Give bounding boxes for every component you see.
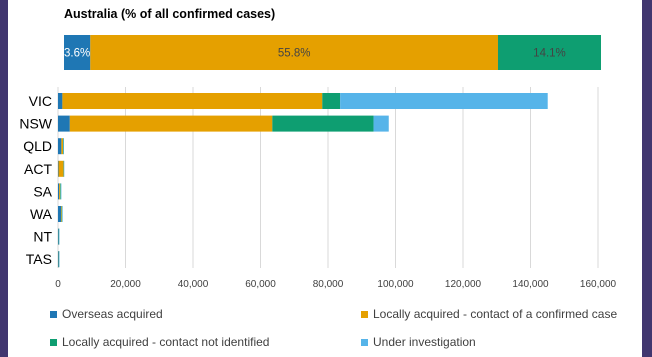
bar-tas-under-investigation xyxy=(58,251,60,268)
x-tick-label: 160,000 xyxy=(580,279,617,290)
category-label-sa: SA xyxy=(33,183,52,199)
bar-qld-overseas-acquired xyxy=(58,138,62,155)
bar-act-locally-acquired-contact-of-a-confirmed-case xyxy=(58,160,64,177)
category-label-qld: QLD xyxy=(23,138,52,154)
legend-label: Locally acquired - contact of a confirme… xyxy=(373,307,618,321)
bar-wa-locally-acquired-contact-of-a-confirmed-case xyxy=(61,206,62,222)
legend-label: Overseas acquired xyxy=(62,307,163,321)
category-label-act: ACT xyxy=(24,161,52,177)
chart-title: Australia (% of all confirmed cases) xyxy=(64,7,276,21)
top-bar-segment-overseas-acquired xyxy=(64,35,91,70)
bar-nsw-locally-acquired-contact-of-a-confirmed-case xyxy=(69,115,273,132)
category-label-wa: WA xyxy=(30,206,53,222)
category-label-nsw: NSW xyxy=(19,116,52,132)
bar-sa-overseas-acquired xyxy=(58,183,60,200)
bar-act-overseas-acquired xyxy=(58,160,59,177)
bar-wa-overseas-acquired xyxy=(58,206,62,222)
legend-item-overseas-acquired: Overseas acquired xyxy=(50,307,163,321)
top-bar-label-locally-acquired-contact-not-identified: 14.1% xyxy=(533,48,566,60)
bar-vic-locally-acquired-contact-not-identified xyxy=(322,93,341,109)
x-tick-label: 60,000 xyxy=(245,279,276,290)
x-tick-label: 140,000 xyxy=(512,279,549,290)
legend-label: Under investigation xyxy=(373,335,476,349)
legend-swatch xyxy=(361,310,368,318)
x-tick-label: 40,000 xyxy=(178,279,209,290)
top-bar-segment-locally-acquired-contact-not-identified xyxy=(497,35,601,70)
legend-item-locally-acquired-contact-not-identified: Locally acquired - contact not identifie… xyxy=(50,335,269,349)
chart-panel: Australia (% of all confirmed cases) 3.6… xyxy=(8,0,642,357)
category-label-tas: TAS xyxy=(26,251,52,267)
bar-nsw-locally-acquired-contact-not-identified xyxy=(272,115,374,132)
bar-nt-under-investigation xyxy=(58,228,60,245)
bar-sa-locally-acquired-contact-not-identified xyxy=(60,183,61,200)
bar-vic-locally-acquired-contact-of-a-confirmed-case xyxy=(62,93,323,109)
chart-canvas: 3.6% 55.8% 14.1% VIC NSW QLD ACT SA WA NT TAS 0 20… xyxy=(19,35,617,290)
x-tick-label: 0 xyxy=(55,279,61,290)
top-bar-segment-locally-acquired-contact-of-a-confirmed-case xyxy=(90,35,498,70)
top-bar-label-locally-acquired-contact-of-a-confirmed-case: 55.8% xyxy=(278,48,311,60)
bar-vic-under-investigation xyxy=(340,93,548,109)
legend-swatch xyxy=(50,338,57,346)
bar-nt-overseas-acquired xyxy=(58,228,59,245)
bar-nsw-under-investigation xyxy=(373,115,389,132)
bar-wa-locally-acquired-contact-not-identified xyxy=(61,206,63,222)
legend-swatch xyxy=(361,338,368,346)
legend-swatch xyxy=(50,310,57,318)
category-label-vic: VIC xyxy=(29,93,52,109)
legend-label: Locally acquired - contact not identifie… xyxy=(62,335,270,349)
x-tick-label: 100,000 xyxy=(377,279,414,290)
bar-qld-locally-acquired-contact-not-identified xyxy=(63,138,64,155)
bar-vic-overseas-acquired xyxy=(58,93,63,109)
legend-item-under-investigation: Under investigation xyxy=(361,335,476,349)
bar-wa-under-investigation xyxy=(62,206,63,222)
legend-item-locally-acquired-contact-of-a-confirmed-case: Locally acquired - contact of a confirme… xyxy=(361,307,617,321)
x-tick-label: 120,000 xyxy=(445,279,482,290)
bar-qld-locally-acquired-contact-of-a-confirmed-case xyxy=(61,138,64,155)
top-bar-label-overseas-acquired: 3.6% xyxy=(64,48,90,60)
bar-sa-under-investigation xyxy=(60,183,62,200)
x-tick-label: 80,000 xyxy=(313,279,344,290)
bar-act-under-investigation xyxy=(63,160,65,177)
bar-tas-overseas-acquired xyxy=(58,251,59,268)
bar-qld-under-investigation xyxy=(63,138,64,155)
category-label-nt: NT xyxy=(33,229,52,245)
bar-nsw-overseas-acquired xyxy=(58,115,70,132)
x-tick-label: 20,000 xyxy=(110,279,141,290)
bar-sa-locally-acquired-contact-of-a-confirmed-case xyxy=(59,183,61,200)
